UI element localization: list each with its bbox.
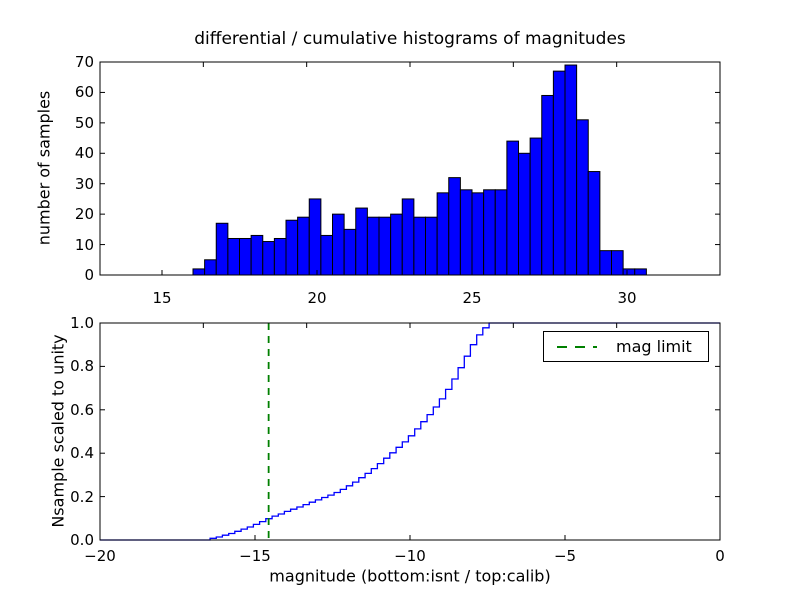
histogram-bar	[390, 213, 403, 276]
histogram-bar	[308, 198, 322, 276]
legend-box: mag limit	[543, 331, 709, 362]
histogram-bar	[483, 189, 496, 276]
histogram-bar	[332, 213, 345, 276]
histogram-bar	[285, 219, 299, 276]
figure-title: differential / cumulative histograms of …	[194, 29, 626, 49]
histogram-bar	[215, 222, 229, 276]
histogram-bar	[250, 234, 264, 276]
top-ytick-label: 70	[74, 53, 94, 71]
histogram-bar	[471, 192, 485, 276]
histogram-bar	[459, 189, 473, 276]
legend-label: mag limit	[616, 337, 692, 356]
histogram-bar	[273, 237, 287, 276]
histogram-bar	[355, 207, 368, 276]
histogram-bar	[366, 216, 380, 276]
histogram-bar	[378, 216, 392, 276]
histogram-bar	[506, 140, 520, 276]
bottom-ytick-label: 0.8	[70, 357, 94, 376]
histogram-bar	[587, 171, 601, 276]
histogram-bar	[552, 70, 566, 276]
bottom-xtick-label: −15	[239, 547, 271, 565]
bottom-xtick-label: 0	[715, 547, 725, 565]
histogram-bar	[192, 268, 206, 276]
histogram-bar	[564, 64, 578, 276]
histogram-bar	[576, 119, 589, 276]
top-ylabel: number of samples	[34, 90, 54, 246]
top-xtick-label: 25	[462, 289, 482, 307]
top-ytick-label: 20	[74, 205, 94, 224]
histogram-bar	[227, 237, 241, 276]
bottom-xlabel: magnitude (bottom:isnt / top:calib)	[269, 566, 551, 586]
histogram-bar	[541, 94, 554, 276]
bottom-ytick-label: 0.6	[70, 400, 94, 419]
histogram-bar	[622, 268, 636, 276]
histogram-bar	[320, 234, 334, 276]
top-ytick-label: 0	[84, 266, 94, 284]
histogram-bar	[599, 250, 613, 276]
histogram-bar	[343, 228, 357, 276]
top-ytick-label: 40	[74, 144, 94, 163]
legend-dashed-line-icon	[557, 345, 597, 348]
histogram-bar	[436, 192, 450, 276]
histogram-bar	[518, 152, 531, 276]
histogram-bar	[448, 177, 461, 276]
cumulative-step-curve	[100, 322, 720, 541]
histogram-bar	[425, 216, 438, 276]
histogram-bar	[529, 137, 543, 276]
histogram-bar	[239, 237, 252, 276]
top-ytick-label: 10	[74, 235, 94, 254]
histogram-bar	[262, 241, 275, 276]
top-ytick-label: 60	[74, 83, 94, 102]
top-ytick-label: 30	[74, 174, 94, 193]
histogram-bar	[413, 216, 427, 276]
bottom-ytick-label: 0.4	[70, 444, 94, 463]
top-xtick-label: 20	[307, 289, 327, 307]
histogram-bar	[494, 189, 508, 276]
histogram-bar	[297, 216, 310, 276]
bottom-ytick-label: 0.2	[70, 487, 94, 506]
bottom-xtick-label: −5	[553, 547, 577, 565]
top-ytick-label: 50	[74, 113, 94, 132]
histogram-bar	[204, 259, 217, 276]
bottom-ylabel: Nsample scaled to unity	[48, 334, 68, 528]
bottom-ytick-label: 1.0	[70, 314, 94, 332]
top-xtick-label: 15	[152, 289, 172, 307]
bottom-xtick-label: −10	[394, 547, 426, 565]
histogram-bar	[634, 268, 647, 276]
bottom-xtick-label: −20	[84, 547, 116, 565]
histogram-bar	[401, 198, 415, 276]
top-xtick-label: 30	[617, 289, 637, 307]
histogram-bar	[611, 250, 624, 276]
bottom-ytick-label: 0.0	[70, 531, 94, 549]
